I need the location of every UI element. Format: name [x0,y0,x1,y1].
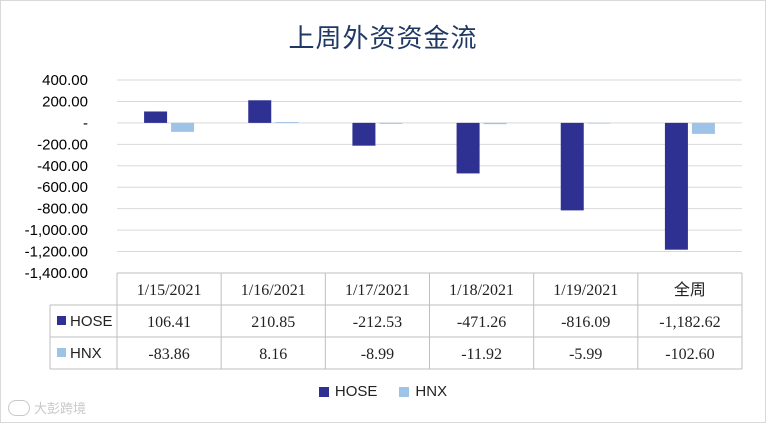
data-label-hose: -1,182.62 [659,314,720,331]
data-label-hose: -816.09 [561,314,610,331]
bar-hose [352,122,376,146]
legend-swatch-hose [318,386,329,397]
row-label-hose: HOSE [70,313,113,330]
y-tick-labels: 400.00 200.00 - -200.00 -400.00 -600.00 -800.0… [25,72,88,282]
category-label: 1/19/2021 [553,282,618,299]
watermark-text: 大彭跨境 [34,402,87,417]
legend-label-hnx: HNX [415,383,448,400]
legend-item-hose: HOSE [318,383,378,400]
logo-icon [8,399,30,416]
data-label-hose: -212.53 [353,314,402,331]
data-label-hnx: -8.99 [361,346,394,363]
row-swatch-hose [57,316,66,325]
legend-label-hose: HOSE [334,383,378,400]
bar-hose [248,100,272,123]
bar-hose [456,122,480,174]
y-tick-label: -1,200.00 [25,244,88,261]
row-label-hnx: HNX [70,345,102,362]
data-label-hose: 210.85 [251,314,295,331]
chart-title: 上周外资资金流 [288,24,478,54]
data-label-hnx: -11.92 [461,346,502,363]
y-tick-label: -800.00 [37,201,88,218]
bar-hnx [691,122,715,134]
data-label-hnx: -102.60 [665,346,714,363]
category-label: 1/16/2021 [241,282,306,299]
category-label: 1/15/2021 [137,282,202,299]
legend: HOSE HNX [0,383,766,400]
category-label: 1/18/2021 [449,282,514,299]
y-tick-label: -600.00 [37,179,88,196]
data-label-hnx: 8.16 [259,346,287,363]
data-label-hose: -471.26 [457,314,506,331]
bar-hose [144,111,168,123]
category-label: 1/17/2021 [345,282,410,299]
data-label-hnx: -83.86 [148,346,189,363]
bar-hnx [275,122,299,123]
category-label: 全周 [674,281,706,299]
y-tick-label: 200.00 [42,93,88,110]
bar-hnx [379,122,403,124]
bar-hose [560,122,584,211]
bar-hose [664,122,688,250]
grid-lines [117,79,742,274]
legend-item-hnx: HNX [399,383,447,400]
data-label-hnx: -5.99 [569,346,602,363]
bar-hnx [171,122,195,132]
y-tick-label: -1,000.00 [25,222,88,239]
y-tick-label: - [83,115,88,132]
bar-hnx [587,122,611,124]
data-table: 1/15/2021 106.41 -83.86 1/16/2021 210.85 8.16… [49,272,743,370]
row-swatch-hnx [57,348,66,357]
legend-swatch-hnx [399,386,410,397]
watermark: 大彭跨境 [8,398,86,417]
bars [144,100,715,250]
y-tick-label: 400.00 [42,72,88,89]
y-tick-label: -400.00 [37,158,88,175]
y-tick-label: -200.00 [37,136,88,153]
bar-hnx [483,122,507,125]
data-label-hose: 106.41 [147,314,191,331]
y-tick-label: -1,400.00 [25,265,88,282]
